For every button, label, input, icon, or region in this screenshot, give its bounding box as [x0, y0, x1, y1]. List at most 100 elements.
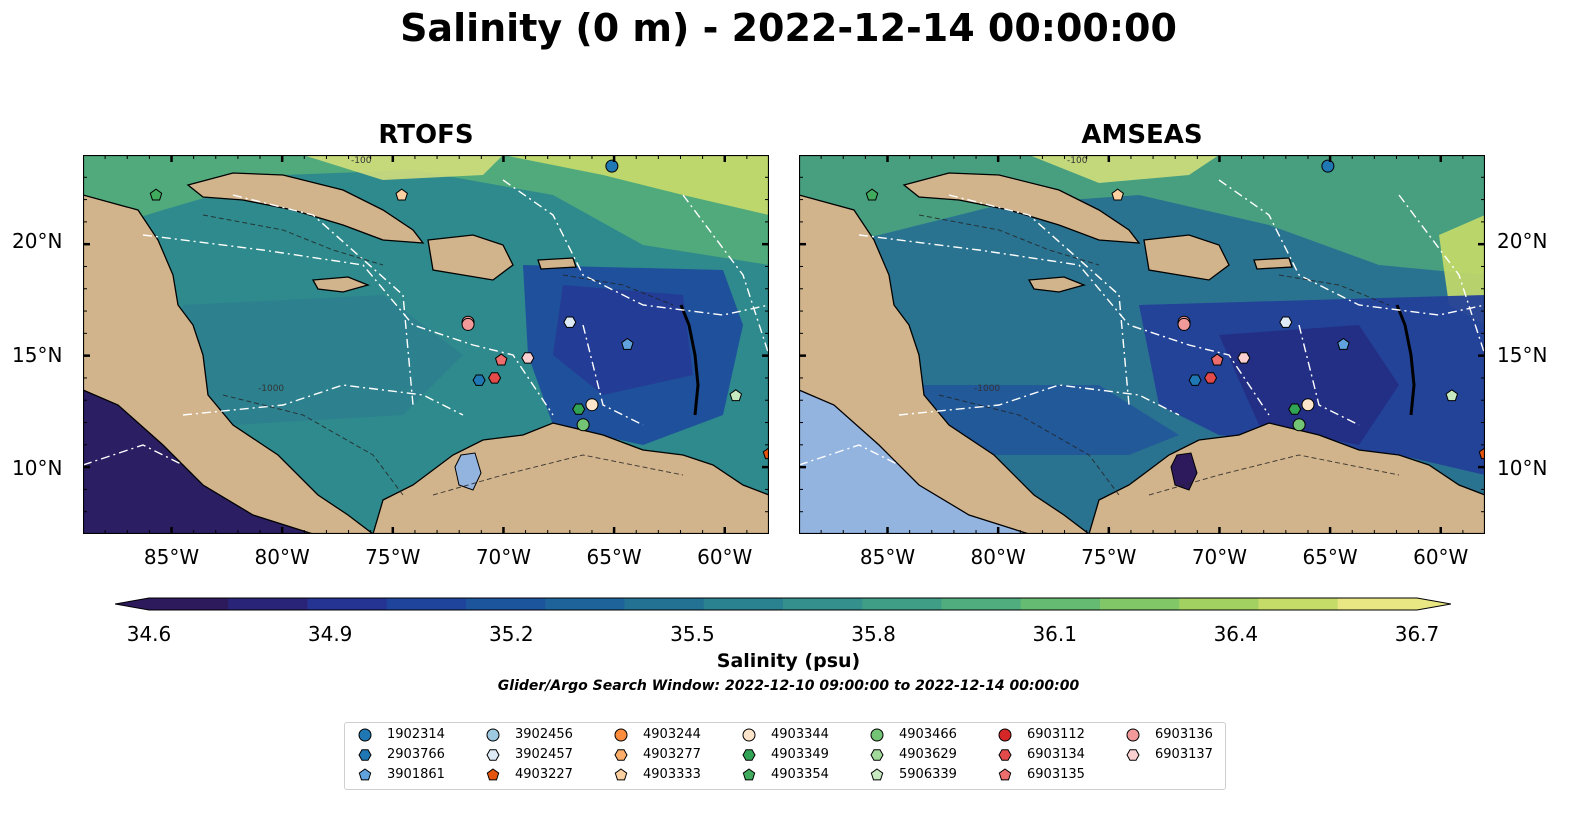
lon-tick-label: 70°W [475, 545, 532, 569]
legend-marker-icon [742, 768, 756, 781]
map-ticks [799, 155, 1485, 534]
legend-marker-icon [358, 768, 372, 781]
lat-tick-label: 15°N [12, 343, 63, 367]
lon-tick-label: 65°W [586, 545, 642, 569]
colorbar-extend-low [115, 598, 149, 610]
legend-label: 6903112 [1027, 727, 1085, 742]
legend-label: 4903244 [643, 727, 701, 742]
eez-boundaries [799, 179, 1485, 466]
lat-tick-label: 15°N [1497, 343, 1548, 367]
observation-marker [1478, 447, 1485, 460]
colorbar-segment [228, 598, 309, 610]
lat-tick-label: 10°N [12, 456, 63, 480]
colorbar-tick-label: 34.6 [126, 622, 172, 646]
panel-title-amseas: AMSEAS [1081, 120, 1203, 150]
legend-marker [998, 728, 1012, 742]
legend-marker-icon [358, 728, 372, 742]
observation-marker [1321, 159, 1335, 173]
legend-marker [998, 768, 1012, 781]
colorbar-segment [862, 598, 943, 610]
legend-label: 4903333 [643, 767, 701, 782]
contour-label: -1000 [974, 384, 1000, 394]
lon-tick-label: 80°W [254, 545, 310, 569]
lon-tick-label: 65°W [1302, 545, 1358, 569]
pacific-ocean [799, 390, 1029, 534]
legend-marker [614, 728, 628, 742]
colorbar-segment [1020, 598, 1101, 610]
legend-marker-icon [870, 728, 884, 742]
observation-marker [1292, 418, 1306, 432]
land-south-america [372, 422, 769, 534]
legend-marker [870, 728, 884, 742]
legend-label: 4903629 [899, 747, 957, 762]
land-puerto-rico [1253, 257, 1293, 270]
legend-marker-icon [358, 749, 372, 761]
observation-marker [1288, 403, 1302, 415]
legend-marker [486, 749, 500, 761]
legend-marker-icon [998, 768, 1012, 781]
observation-marker [1301, 398, 1315, 412]
observation-marker [729, 389, 743, 402]
observation-marker [149, 188, 163, 201]
observation-marker [1445, 389, 1459, 402]
legend-label: 5906339 [899, 767, 957, 782]
colorbar-segment [545, 598, 626, 610]
land-central-america [83, 194, 375, 534]
colorbar-tick-label: 35.5 [670, 622, 715, 646]
observation-marker [1279, 316, 1293, 328]
salinity-patch-lowest [553, 285, 693, 395]
map-panel-amseas: -100 -1000 [799, 155, 1485, 534]
observation-marker [494, 353, 508, 366]
legend-label: 4903349 [771, 747, 829, 762]
legend-marker-icon [1126, 749, 1140, 761]
observation-marker [1210, 353, 1224, 366]
colorbar-segment [1179, 598, 1260, 610]
legend-marker-icon [486, 768, 500, 781]
legend-marker [358, 728, 372, 742]
lon-tick-label: 85°W [859, 545, 916, 569]
legend-marker [486, 728, 500, 742]
observation-marker [1337, 337, 1350, 350]
observation-marker [1237, 352, 1251, 364]
colorbar-segment [307, 598, 388, 610]
legend-marker-icon [870, 749, 884, 761]
observation-marker [563, 316, 577, 328]
salinity-patch-high [1029, 155, 1219, 183]
colorbar-segment [1100, 598, 1180, 610]
colorbar-segment [1258, 598, 1339, 610]
legend-marker [742, 749, 756, 761]
lake-maracaibo [454, 452, 482, 491]
legend-marker [614, 749, 628, 761]
lat-tick-label: 10°N [1497, 456, 1548, 480]
colorbar-tick-label: 34.9 [307, 622, 353, 646]
colorbar-tick-label: 36.4 [1213, 622, 1259, 646]
legend-label: 1902314 [387, 727, 445, 742]
colorbar [115, 597, 1451, 611]
lon-tick-label: 85°W [143, 545, 200, 569]
colorbar-segment [624, 598, 705, 610]
lon-tick-label: 80°W [970, 545, 1026, 569]
depth-contours [202, 214, 684, 496]
colorbar-segment [783, 598, 863, 610]
legend-label: 4903466 [899, 727, 957, 742]
legend-marker [614, 768, 628, 781]
colorbar-segment [386, 598, 467, 610]
land-hispaniola [1143, 234, 1230, 281]
land-south-america [1088, 422, 1485, 534]
legend-label: 4903354 [771, 767, 829, 782]
lon-tick-label: 75°W [1081, 545, 1137, 569]
legend-marker [358, 768, 372, 781]
colorbar-tick-label: 35.2 [489, 622, 534, 646]
contour-label: -100 [351, 156, 372, 166]
legend-marker-icon [1126, 728, 1140, 742]
legend-marker-icon [614, 749, 628, 761]
legend-label: 4903227 [515, 767, 573, 782]
lon-tick-label: 60°W [697, 545, 753, 569]
land-lesser-antilles [1395, 304, 1416, 416]
lon-tick-label: 70°W [1191, 545, 1248, 569]
colorbar-tick-label: 35.8 [851, 622, 896, 646]
map-ticks [83, 155, 769, 534]
salinity-patch-high-2 [303, 155, 503, 180]
legend-label: 4903277 [643, 747, 701, 762]
legend: 1902314 2903766 3901861 3902456 3902457 49032… [344, 722, 1226, 790]
